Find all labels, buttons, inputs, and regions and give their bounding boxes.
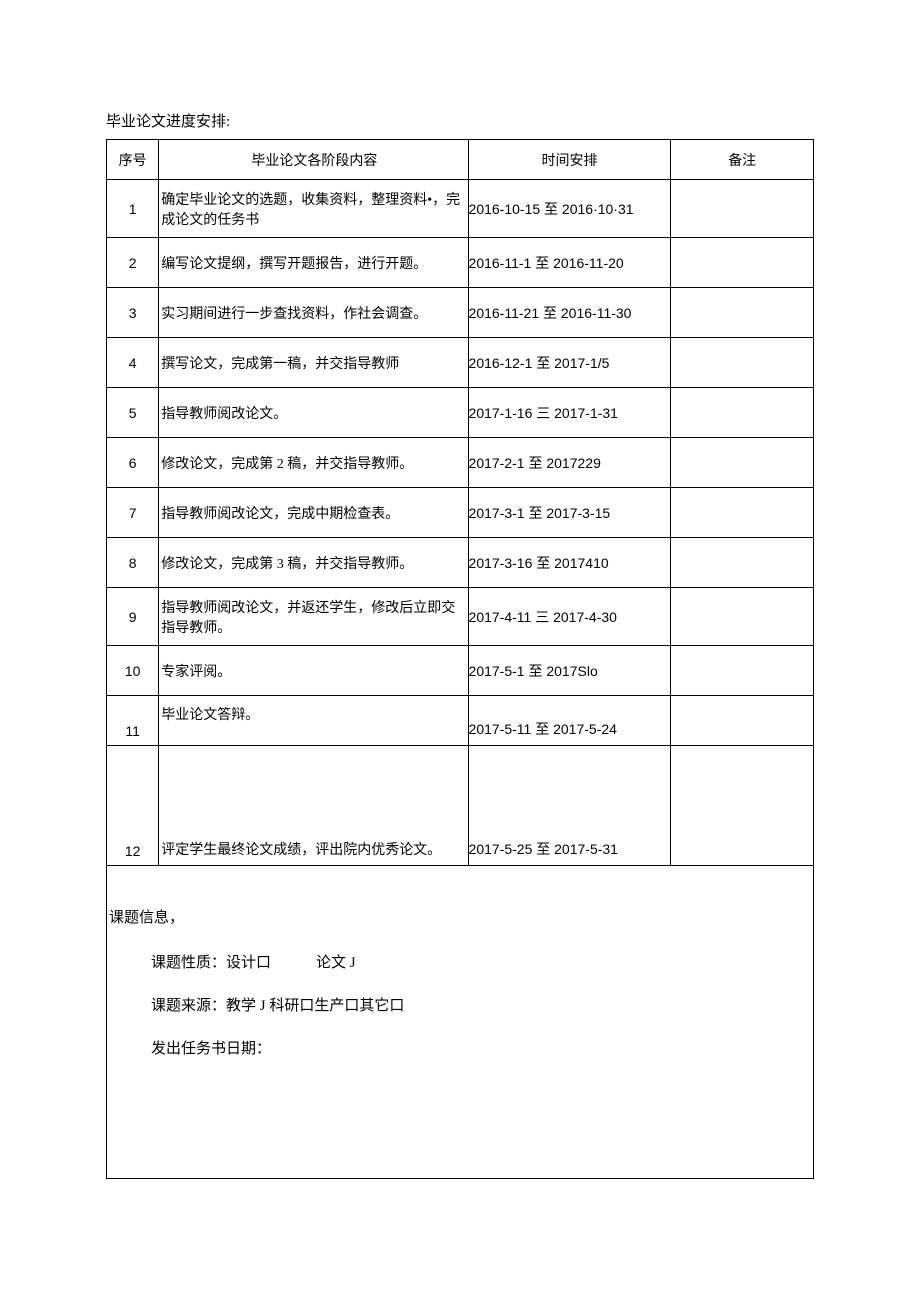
- cell-seq: 6: [107, 438, 159, 488]
- cell-time: 2017-5-25 至 2017-5-31: [468, 746, 671, 866]
- cell-seq: 4: [107, 338, 159, 388]
- table-row: 12 评定学生最终论文成绩，评出院内优秀论文。 2017-5-25 至 2017…: [107, 746, 814, 866]
- table-row: 3 实习期间进行一步查找资料，作社会调查。 2016-11-21 至 2016-…: [107, 288, 814, 338]
- cell-note: [671, 588, 814, 646]
- cell-content: 编写论文提纲，撰写开题报告，进行开题。: [159, 238, 468, 288]
- topic-info-title: 课题信息，: [107, 906, 813, 927]
- cell-content: 指导教师阅改论文。: [159, 388, 468, 438]
- cell-content: 毕业论文答辩。: [159, 696, 468, 746]
- cell-content: 确定毕业论文的选题，收集资料，整理资料•，完成论文的任务书: [159, 180, 468, 238]
- cell-content: 修改论文，完成第 3 稿，并交指导教师。: [159, 538, 468, 588]
- cell-time: 2017-4-11 三 2017-4-30: [468, 588, 671, 646]
- table-header-row: 序号 毕业论文各阶段内容 时间安排 备注: [107, 140, 814, 180]
- cell-time: 2017-3-16 至 2017410: [468, 538, 671, 588]
- table-row: 1 确定毕业论文的选题，收集资料，整理资料•，完成论文的任务书 2016-10-…: [107, 180, 814, 238]
- cell-time: 2017-3-1 至 2017-3-15: [468, 488, 671, 538]
- cell-note: [671, 338, 814, 388]
- cell-seq: 7: [107, 488, 159, 538]
- cell-seq: 8: [107, 538, 159, 588]
- table-row: 8 修改论文，完成第 3 稿，并交指导教师。 2017-3-16 至 20174…: [107, 538, 814, 588]
- cell-seq: 5: [107, 388, 159, 438]
- cell-time: 2016-12-1 至 2017-1/5: [468, 338, 671, 388]
- table-row: 10 专家评阅。 2017-5-1 至 2017Slo: [107, 646, 814, 696]
- topic-source-line: 课题来源：教学 J 科研口生产口其它口: [107, 994, 813, 1015]
- table-row: 5 指导教师阅改论文。 2017-1-16 三 2017-1-31: [107, 388, 814, 438]
- header-seq: 序号: [107, 140, 159, 180]
- cell-seq: 10: [107, 646, 159, 696]
- cell-content: 撰写论文，完成第一稿，并交指导教师: [159, 338, 468, 388]
- cell-time: 2016-11-21 至 2016-11-30: [468, 288, 671, 338]
- cell-time: 2017-5-1 至 2017Slo: [468, 646, 671, 696]
- cell-note: [671, 438, 814, 488]
- table-row: 11 毕业论文答辩。 2017-5-11 至 2017-5-24: [107, 696, 814, 746]
- cell-seq: 1: [107, 180, 159, 238]
- cell-note: [671, 746, 814, 866]
- schedule-table: 序号 毕业论文各阶段内容 时间安排 备注 1 确定毕业论文的选题，收集资料，整理…: [106, 139, 814, 866]
- cell-time: 2016-11-1 至 2016-11-20: [468, 238, 671, 288]
- cell-time: 2017-5-11 至 2017-5-24: [468, 696, 671, 746]
- cell-note: [671, 288, 814, 338]
- header-note: 备注: [671, 140, 814, 180]
- cell-note: [671, 646, 814, 696]
- cell-seq: 3: [107, 288, 159, 338]
- cell-note: [671, 488, 814, 538]
- cell-seq: 9: [107, 588, 159, 646]
- cell-seq: 12: [107, 746, 159, 866]
- cell-content: 指导教师阅改论文，完成中期检查表。: [159, 488, 468, 538]
- cell-time: 2017-1-16 三 2017-1-31: [468, 388, 671, 438]
- table-row: 2 编写论文提纲，撰写开题报告，进行开题。 2016-11-1 至 2016-1…: [107, 238, 814, 288]
- topic-info-section: 课题信息， 课题性质：设计口 论文 J 课题来源：教学 J 科研口生产口其它口 …: [106, 866, 814, 1179]
- cell-note: [671, 238, 814, 288]
- cell-content: 修改论文，完成第 2 稿，并交指导教师。: [159, 438, 468, 488]
- cell-content: 实习期间进行一步查找资料，作社会调查。: [159, 288, 468, 338]
- table-row: 9 指导教师阅改论文，并返还学生，修改后立即交指导教师。 2017-4-11 三…: [107, 588, 814, 646]
- cell-seq: 11: [107, 696, 159, 746]
- cell-time: 2017-2-1 至 2017229: [468, 438, 671, 488]
- cell-note: [671, 388, 814, 438]
- topic-nature-line: 课题性质：设计口 论文 J: [107, 951, 813, 972]
- table-row: 7 指导教师阅改论文，完成中期检查表。 2017-3-1 至 2017-3-15: [107, 488, 814, 538]
- cell-note: [671, 180, 814, 238]
- table-row: 4 撰写论文，完成第一稿，并交指导教师 2016-12-1 至 2017-1/5: [107, 338, 814, 388]
- issue-date-line: 发出任务书日期：: [107, 1037, 813, 1058]
- schedule-title: 毕业论文进度安排:: [106, 110, 814, 131]
- cell-content: 指导教师阅改论文，并返还学生，修改后立即交指导教师。: [159, 588, 468, 646]
- header-time: 时间安排: [468, 140, 671, 180]
- cell-content: 评定学生最终论文成绩，评出院内优秀论文。: [159, 746, 468, 866]
- table-row: 6 修改论文，完成第 2 稿，并交指导教师。 2017-2-1 至 201722…: [107, 438, 814, 488]
- cell-note: [671, 696, 814, 746]
- cell-content: 专家评阅。: [159, 646, 468, 696]
- cell-seq: 2: [107, 238, 159, 288]
- header-content: 毕业论文各阶段内容: [159, 140, 468, 180]
- cell-note: [671, 538, 814, 588]
- cell-time: 2016-10-15 至 2016·10·31: [468, 180, 671, 238]
